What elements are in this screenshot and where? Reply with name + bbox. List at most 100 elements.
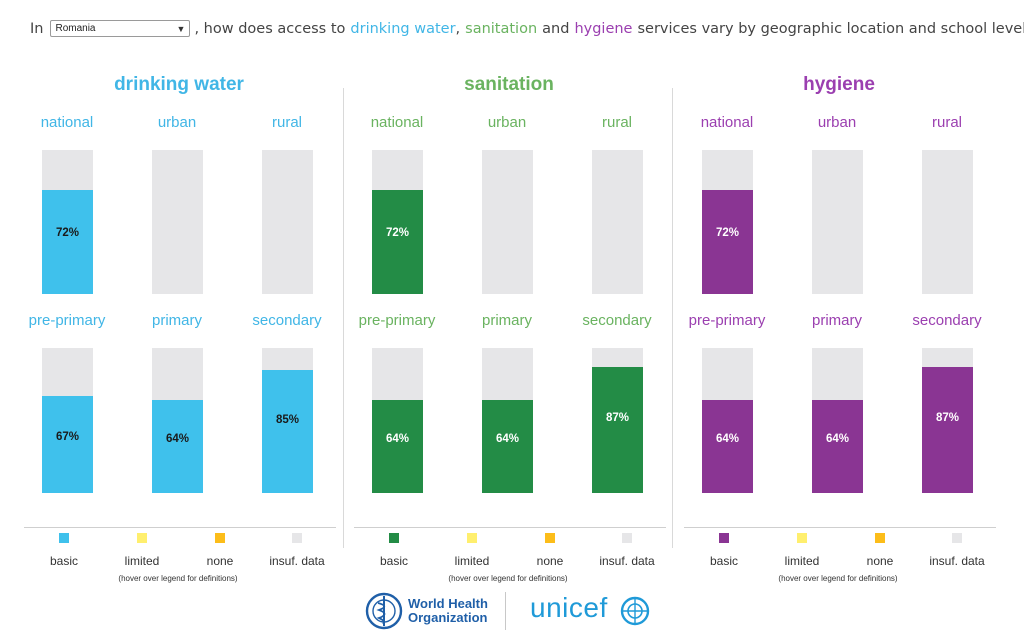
legend-label[interactable]: insuf. data — [599, 554, 655, 568]
bar-background[interactable]: 87% — [592, 348, 643, 493]
logos: World Health Organization unicef — [360, 590, 660, 634]
bar-background[interactable]: 64% — [372, 348, 423, 493]
unicef-logo-text: unicef — [530, 592, 608, 623]
bar-background[interactable]: 87% — [922, 348, 973, 493]
legend-swatch[interactable] — [292, 533, 302, 543]
legend-swatch[interactable] — [59, 533, 69, 543]
bar[interactable] — [482, 400, 533, 493]
legend-label[interactable]: basic — [709, 554, 738, 568]
bar-background[interactable]: 64% — [482, 348, 533, 493]
bar-background[interactable] — [152, 150, 203, 294]
legend-divider — [354, 527, 666, 528]
bar-background[interactable] — [812, 150, 863, 294]
legend-label[interactable]: basic — [49, 554, 78, 568]
header-question-part2: services vary by geographic location and… — [637, 20, 1024, 37]
bar-background[interactable]: 85% — [262, 348, 313, 493]
country-select-value: Romania — [55, 23, 96, 34]
legend-label[interactable]: insuf. data — [929, 554, 985, 568]
bar[interactable] — [592, 367, 643, 493]
panel-sanitation: sanitation national 72% urban rural pre-prima… — [344, 70, 674, 590]
bar-background[interactable] — [922, 150, 973, 294]
legend-hint: (hover over legend for definitions) — [778, 574, 898, 583]
panel-hygiene: hygiene national 72% urban rural pre-primary 6… — [674, 70, 1004, 590]
category-label: national — [370, 114, 424, 131]
chevron-down-icon: ▼ — [176, 23, 186, 34]
bar-background[interactable]: 72% — [372, 150, 423, 294]
bar[interactable] — [922, 367, 973, 493]
bar-background[interactable]: 72% — [42, 150, 93, 294]
bar-background[interactable]: 67% — [42, 348, 93, 493]
country-select[interactable]: Romania ▼ — [50, 20, 191, 37]
panel-title: hygiene — [803, 74, 875, 95]
legend-swatch[interactable] — [389, 533, 399, 543]
bar-value-label: 87% — [935, 412, 960, 424]
logo-separator — [505, 592, 506, 630]
legend-label[interactable]: limited — [454, 554, 490, 568]
bar-background[interactable] — [262, 150, 313, 294]
legend-swatch[interactable] — [545, 533, 555, 543]
legend-swatch[interactable] — [719, 533, 729, 543]
category-label: urban — [487, 114, 527, 131]
bar-value-label: 64% — [495, 433, 520, 445]
category-label: national — [40, 114, 94, 131]
who-line-2: Organization — [408, 610, 488, 625]
who-line-1: World Health — [408, 596, 488, 611]
category-label: rural — [601, 114, 632, 131]
panel-title: sanitation — [464, 74, 554, 95]
legend-swatch[interactable] — [622, 533, 632, 543]
category-label: urban — [157, 114, 197, 131]
legend-label[interactable]: basic — [379, 554, 408, 568]
legend-label[interactable]: limited — [124, 554, 160, 568]
bar-background[interactable] — [592, 150, 643, 294]
who-logo-text: World Health Organization — [408, 597, 488, 625]
legend-swatch[interactable] — [952, 533, 962, 543]
panel-drinking-water: drinking water national 72% urban rural pre-p… — [14, 70, 344, 590]
legend-label[interactable]: none — [866, 554, 894, 568]
panel-title: drinking water — [114, 74, 244, 95]
panel-divider — [672, 88, 673, 548]
category-label: primary — [151, 312, 202, 329]
legend-label[interactable]: insuf. data — [269, 554, 325, 568]
bar[interactable] — [42, 396, 93, 493]
bar-value-label: 87% — [605, 412, 630, 424]
bar[interactable] — [702, 400, 753, 493]
bar-background[interactable]: 72% — [702, 150, 753, 294]
legend-label[interactable]: limited — [784, 554, 820, 568]
category-label: primary — [811, 312, 862, 329]
bar[interactable] — [262, 370, 313, 493]
legend-swatch[interactable] — [797, 533, 807, 543]
category-label: rural — [931, 114, 962, 131]
legend-swatch[interactable] — [467, 533, 477, 543]
bar-value-label: 64% — [825, 433, 850, 445]
category-label: pre-primary — [688, 312, 766, 329]
legend-divider — [684, 527, 996, 528]
bar-value-label: 72% — [385, 227, 410, 239]
bar[interactable] — [372, 400, 423, 493]
bar[interactable] — [372, 190, 423, 294]
category-label: secondary — [582, 312, 652, 329]
bar-background[interactable]: 64% — [812, 348, 863, 493]
keyword-hygiene: hygiene — [574, 20, 633, 37]
bar[interactable] — [42, 190, 93, 294]
bar-value-label: 85% — [275, 414, 300, 426]
bar[interactable] — [812, 400, 863, 493]
legend-label[interactable]: none — [536, 554, 564, 568]
bar-value-label: 64% — [715, 433, 740, 445]
legend-label[interactable]: none — [206, 554, 234, 568]
category-label: pre-primary — [358, 312, 436, 329]
category-label: rural — [271, 114, 302, 131]
panel-divider — [343, 88, 344, 548]
bar[interactable] — [702, 190, 753, 294]
bar-value-label: 67% — [55, 431, 80, 443]
category-label: primary — [481, 312, 532, 329]
bar-background[interactable]: 64% — [152, 348, 203, 493]
bar[interactable] — [152, 400, 203, 493]
header-prefix: In — [30, 20, 44, 37]
category-label: national — [700, 114, 754, 131]
legend-swatch[interactable] — [215, 533, 225, 543]
bar-background[interactable] — [482, 150, 533, 294]
legend-swatch[interactable] — [875, 533, 885, 543]
bar-background[interactable]: 64% — [702, 348, 753, 493]
legend-swatch[interactable] — [137, 533, 147, 543]
bar-value-label: 72% — [715, 227, 740, 239]
